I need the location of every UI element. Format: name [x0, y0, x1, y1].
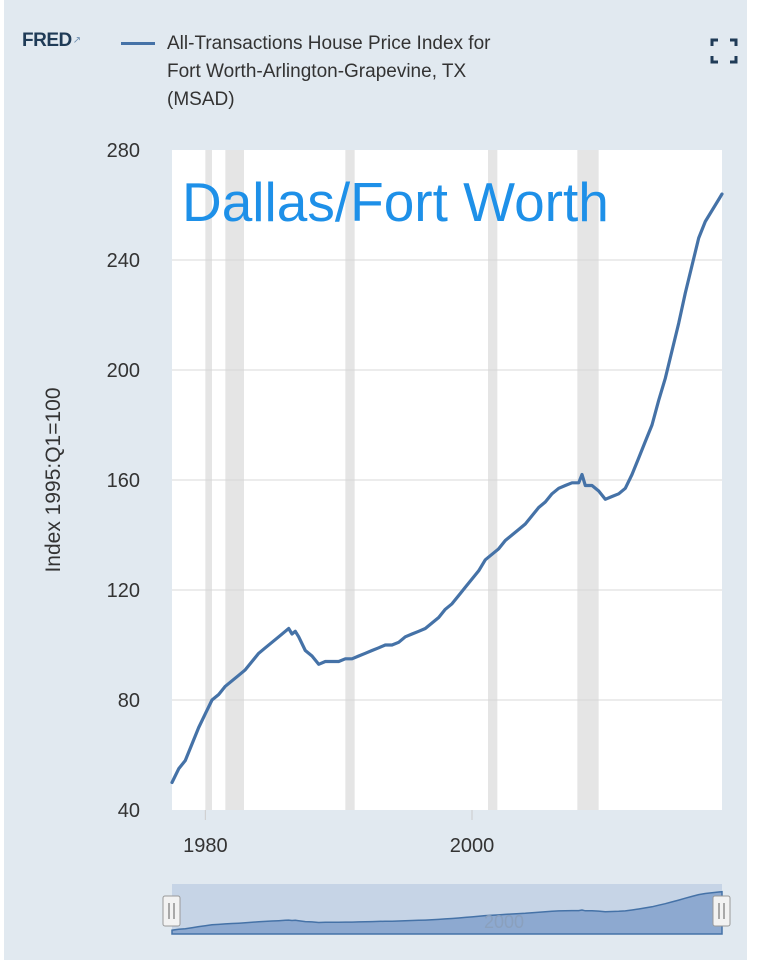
fullscreen-icon[interactable]	[710, 38, 738, 64]
y-tick-label: 80	[118, 690, 140, 712]
y-tick-label: 280	[107, 140, 140, 162]
legend-line-icon	[121, 42, 155, 45]
gridlines	[172, 259, 722, 701]
y-tick-label: 160	[107, 470, 140, 492]
navigator-ticks: 2000	[484, 912, 524, 932]
y-tick-label: 120	[107, 580, 140, 602]
fred-spark-icon: ↗	[72, 35, 81, 46]
series-line	[170, 192, 724, 785]
y-tick-label: 40	[118, 800, 140, 822]
x-tick-label: 1980	[183, 835, 228, 857]
x-tick-label: 2000	[450, 835, 495, 857]
x-axis-ticks: 1980 2000	[183, 810, 494, 857]
left-frame-border	[0, 0, 4, 960]
navigator-series	[171, 890, 723, 935]
y-tick-label: 240	[107, 250, 140, 272]
fred-logo[interactable]: FRED↗	[22, 30, 81, 52]
chart-title-line-1: All-Transactions House Price Index for	[167, 33, 491, 54]
chart-title-line-3: (MSAD)	[167, 89, 235, 110]
navigator-tick-label: 2000	[484, 912, 524, 932]
y-axis-label: Index 1995:Q1=100	[42, 387, 65, 572]
chart-annotation: Dallas/Fort Worth	[182, 171, 609, 233]
right-frame-border	[747, 0, 767, 960]
navigator-handle-right[interactable]	[712, 895, 731, 927]
chart-title: All-Transactions House Price Index for F…	[167, 30, 607, 114]
chart-title-line-2: Fort Worth-Arlington-Grapevine, TX	[167, 61, 467, 82]
navigator-handle-left[interactable]	[162, 895, 181, 927]
fred-logo-text: FRED	[22, 30, 72, 51]
y-tick-label: 200	[107, 360, 140, 382]
y-axis-ticks: 40 80 120 160 200 240 280	[107, 140, 140, 822]
